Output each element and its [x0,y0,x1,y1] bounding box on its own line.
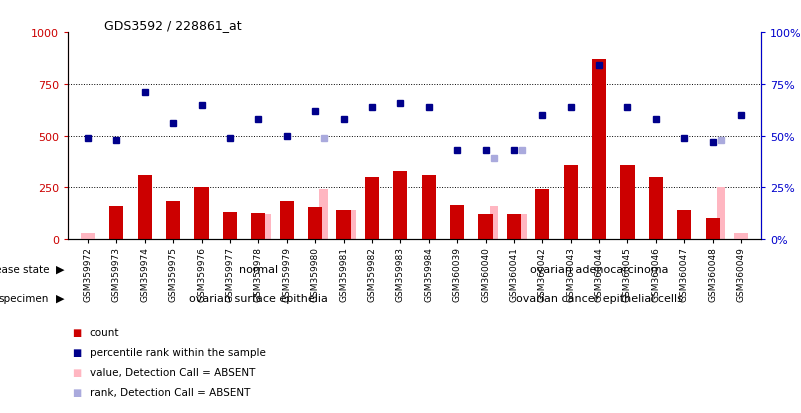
Bar [364,178,379,240]
Text: specimen: specimen [0,293,49,304]
Text: ovarian surface epithelia: ovarian surface epithelia [189,293,328,304]
Text: GDS3592 / 228861_at: GDS3592 / 228861_at [104,19,242,31]
Bar [649,178,663,240]
Text: normal: normal [239,264,278,275]
Bar [109,206,123,240]
Text: ovarian adenocarcinoma: ovarian adenocarcinoma [529,264,668,275]
Bar [677,211,691,240]
Bar [166,202,180,240]
Text: ▶: ▶ [55,264,64,275]
Text: ■: ■ [72,347,82,357]
Bar [81,233,95,240]
Bar [252,214,265,240]
Bar [195,188,208,240]
Bar [393,171,408,240]
Text: percentile rank within the sample: percentile rank within the sample [90,347,266,357]
Bar [734,233,748,240]
Bar [564,165,578,240]
Text: ■: ■ [72,387,82,397]
Bar [507,215,521,240]
Bar [336,211,351,240]
Bar [535,190,549,240]
Bar [223,213,237,240]
Bar [717,188,726,240]
Text: ■: ■ [72,367,82,377]
Bar [450,206,465,240]
Bar [320,190,328,240]
Bar [706,219,720,240]
Text: value, Detection Call = ABSENT: value, Detection Call = ABSENT [90,367,255,377]
Text: ▶: ▶ [55,293,64,304]
Bar [348,211,356,240]
Bar [421,176,436,240]
Bar [478,215,493,240]
Text: ovarian cancer epithelial cells: ovarian cancer epithelial cells [516,293,682,304]
Bar [518,215,527,240]
Bar [621,165,634,240]
Text: ■: ■ [72,328,82,337]
Bar [263,215,271,240]
Text: rank, Detection Call = ABSENT: rank, Detection Call = ABSENT [90,387,250,397]
Bar [592,60,606,240]
Text: disease state: disease state [0,264,49,275]
Text: count: count [90,328,119,337]
Bar [138,176,152,240]
Bar [280,202,294,240]
Bar [489,206,498,240]
Bar [308,207,322,240]
